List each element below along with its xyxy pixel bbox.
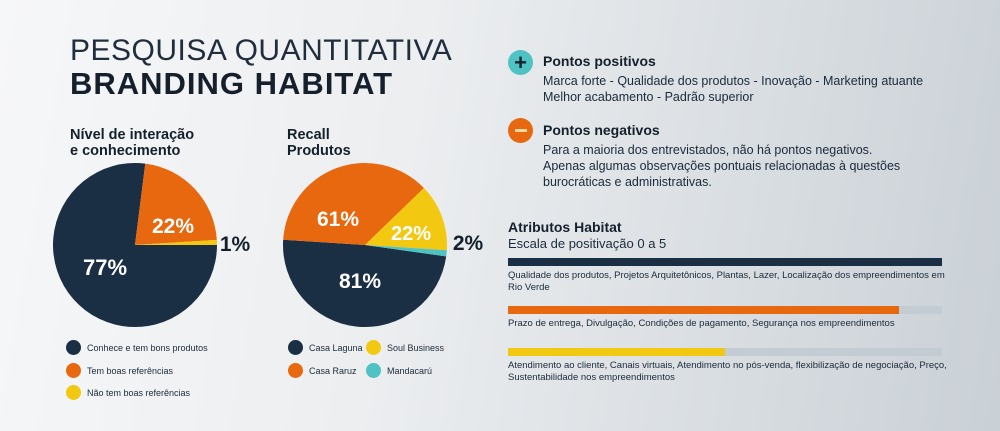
attribute-bar-fill: [508, 306, 899, 314]
positives-line1: Marca forte - Qualidade dos produtos - I…: [543, 74, 924, 88]
attribute-bar-track: [508, 306, 942, 314]
pie1-label-22: 22%: [152, 215, 194, 238]
pie1-slice-nao-boas: [135, 239, 217, 245]
legend-label: Casa Laguna: [309, 342, 363, 353]
negatives-line2: Apenas algumas observações pontuais rela…: [543, 159, 901, 173]
pie1-label-77: 77%: [83, 255, 127, 280]
attribute-bar-label: Atendimento ao cliente, Canais virtuais,…: [508, 360, 947, 383]
legend-item: Casa Raruz: [288, 363, 357, 378]
positives-text: Marca forte - Qualidade dos produtos - I…: [543, 73, 923, 105]
attribute-bar-fill: [508, 258, 942, 266]
pie1-slice-boas-referencias: [135, 163, 217, 245]
legend-dot: [66, 385, 81, 400]
attribute-bar-label: Prazo de entrega, Divulgação, Condições …: [508, 318, 895, 329]
legend-dot: [288, 363, 303, 378]
negatives-line3: burocráticas e administrativas.: [543, 175, 712, 189]
chart2-title-line2: Produtos: [287, 143, 351, 159]
legend-dot: [288, 340, 303, 355]
attributes-subtitle: Escala de positivação 0 a 5: [508, 236, 667, 251]
legend-label: Casa Raruz: [309, 365, 357, 376]
legend-item: Não tem boas referências: [66, 385, 190, 400]
pie1-label-1: 1%: [220, 233, 251, 256]
attributes-title: Atributos Habitat: [508, 219, 622, 235]
pie2-slice-casa-raruz: [283, 163, 424, 245]
attribute-bar-track: [508, 258, 942, 266]
chart2-title-line1: Recall: [287, 127, 330, 143]
attribute-bar-fill: [508, 348, 725, 356]
chart1-title-line1: Nível de interação: [70, 127, 195, 143]
pie2-slice-casa-laguna: [283, 239, 447, 327]
page-title-line1: PESQUISA QUANTITATIVA: [70, 34, 453, 67]
legend-item: Soul Business: [366, 340, 444, 355]
positives-title: Pontos positivos: [543, 53, 656, 69]
negatives-text: Para a maioria dos entrevistados, não há…: [543, 142, 900, 190]
chart2-title: Recall Produtos: [287, 127, 351, 159]
legend-dot: [66, 363, 81, 378]
pie2-label-81: 81%: [339, 270, 381, 293]
legend-dot: [366, 363, 381, 378]
legend-dot: [66, 340, 81, 355]
legend-dot: [366, 340, 381, 355]
pie-chart-interacao: 77% 22% 1%: [53, 163, 251, 327]
minus-icon: [508, 118, 533, 143]
legend-label: Soul Business: [387, 342, 445, 353]
legend-label: Mandacarú: [387, 365, 433, 376]
legend-label: Tem boas referências: [87, 365, 174, 376]
attribute-bar-track: [508, 348, 942, 356]
chart1-title-line2: e conhecimento: [70, 143, 181, 159]
negatives-line1: Para a maioria dos entrevistados, não há…: [543, 143, 873, 157]
page-title-line2: BRANDING HABITAT: [70, 66, 394, 101]
legend-label: Conhece e tem bons produtos: [87, 342, 208, 353]
pie2-label-2: 2%: [453, 232, 484, 255]
positives-line2: Melhor acabamento - Padrão superior: [543, 90, 754, 104]
pie2-label-61: 61%: [317, 208, 359, 231]
legend-item: Casa Laguna: [288, 340, 363, 355]
legend-item: Tem boas referências: [66, 363, 173, 378]
legend-item: Conhece e tem bons produtos: [66, 340, 208, 355]
pie2-slice-soul-business: [365, 187, 447, 251]
chart1-title: Nível de interação e conhecimento: [70, 127, 194, 159]
attribute-bar-label: Qualidade dos produtos, Projetos Arquite…: [508, 270, 945, 293]
pie2-slice-mandacaru: [365, 245, 447, 257]
pie-chart-recall: 81% 61% 22% 2%: [283, 163, 484, 327]
legend-label: Não tem boas referências: [87, 387, 191, 398]
negatives-title: Pontos negativos: [543, 122, 660, 138]
legend-item: Mandacarú: [366, 363, 432, 378]
pie2-label-22: 22%: [391, 223, 431, 245]
plus-icon: +: [508, 50, 533, 75]
